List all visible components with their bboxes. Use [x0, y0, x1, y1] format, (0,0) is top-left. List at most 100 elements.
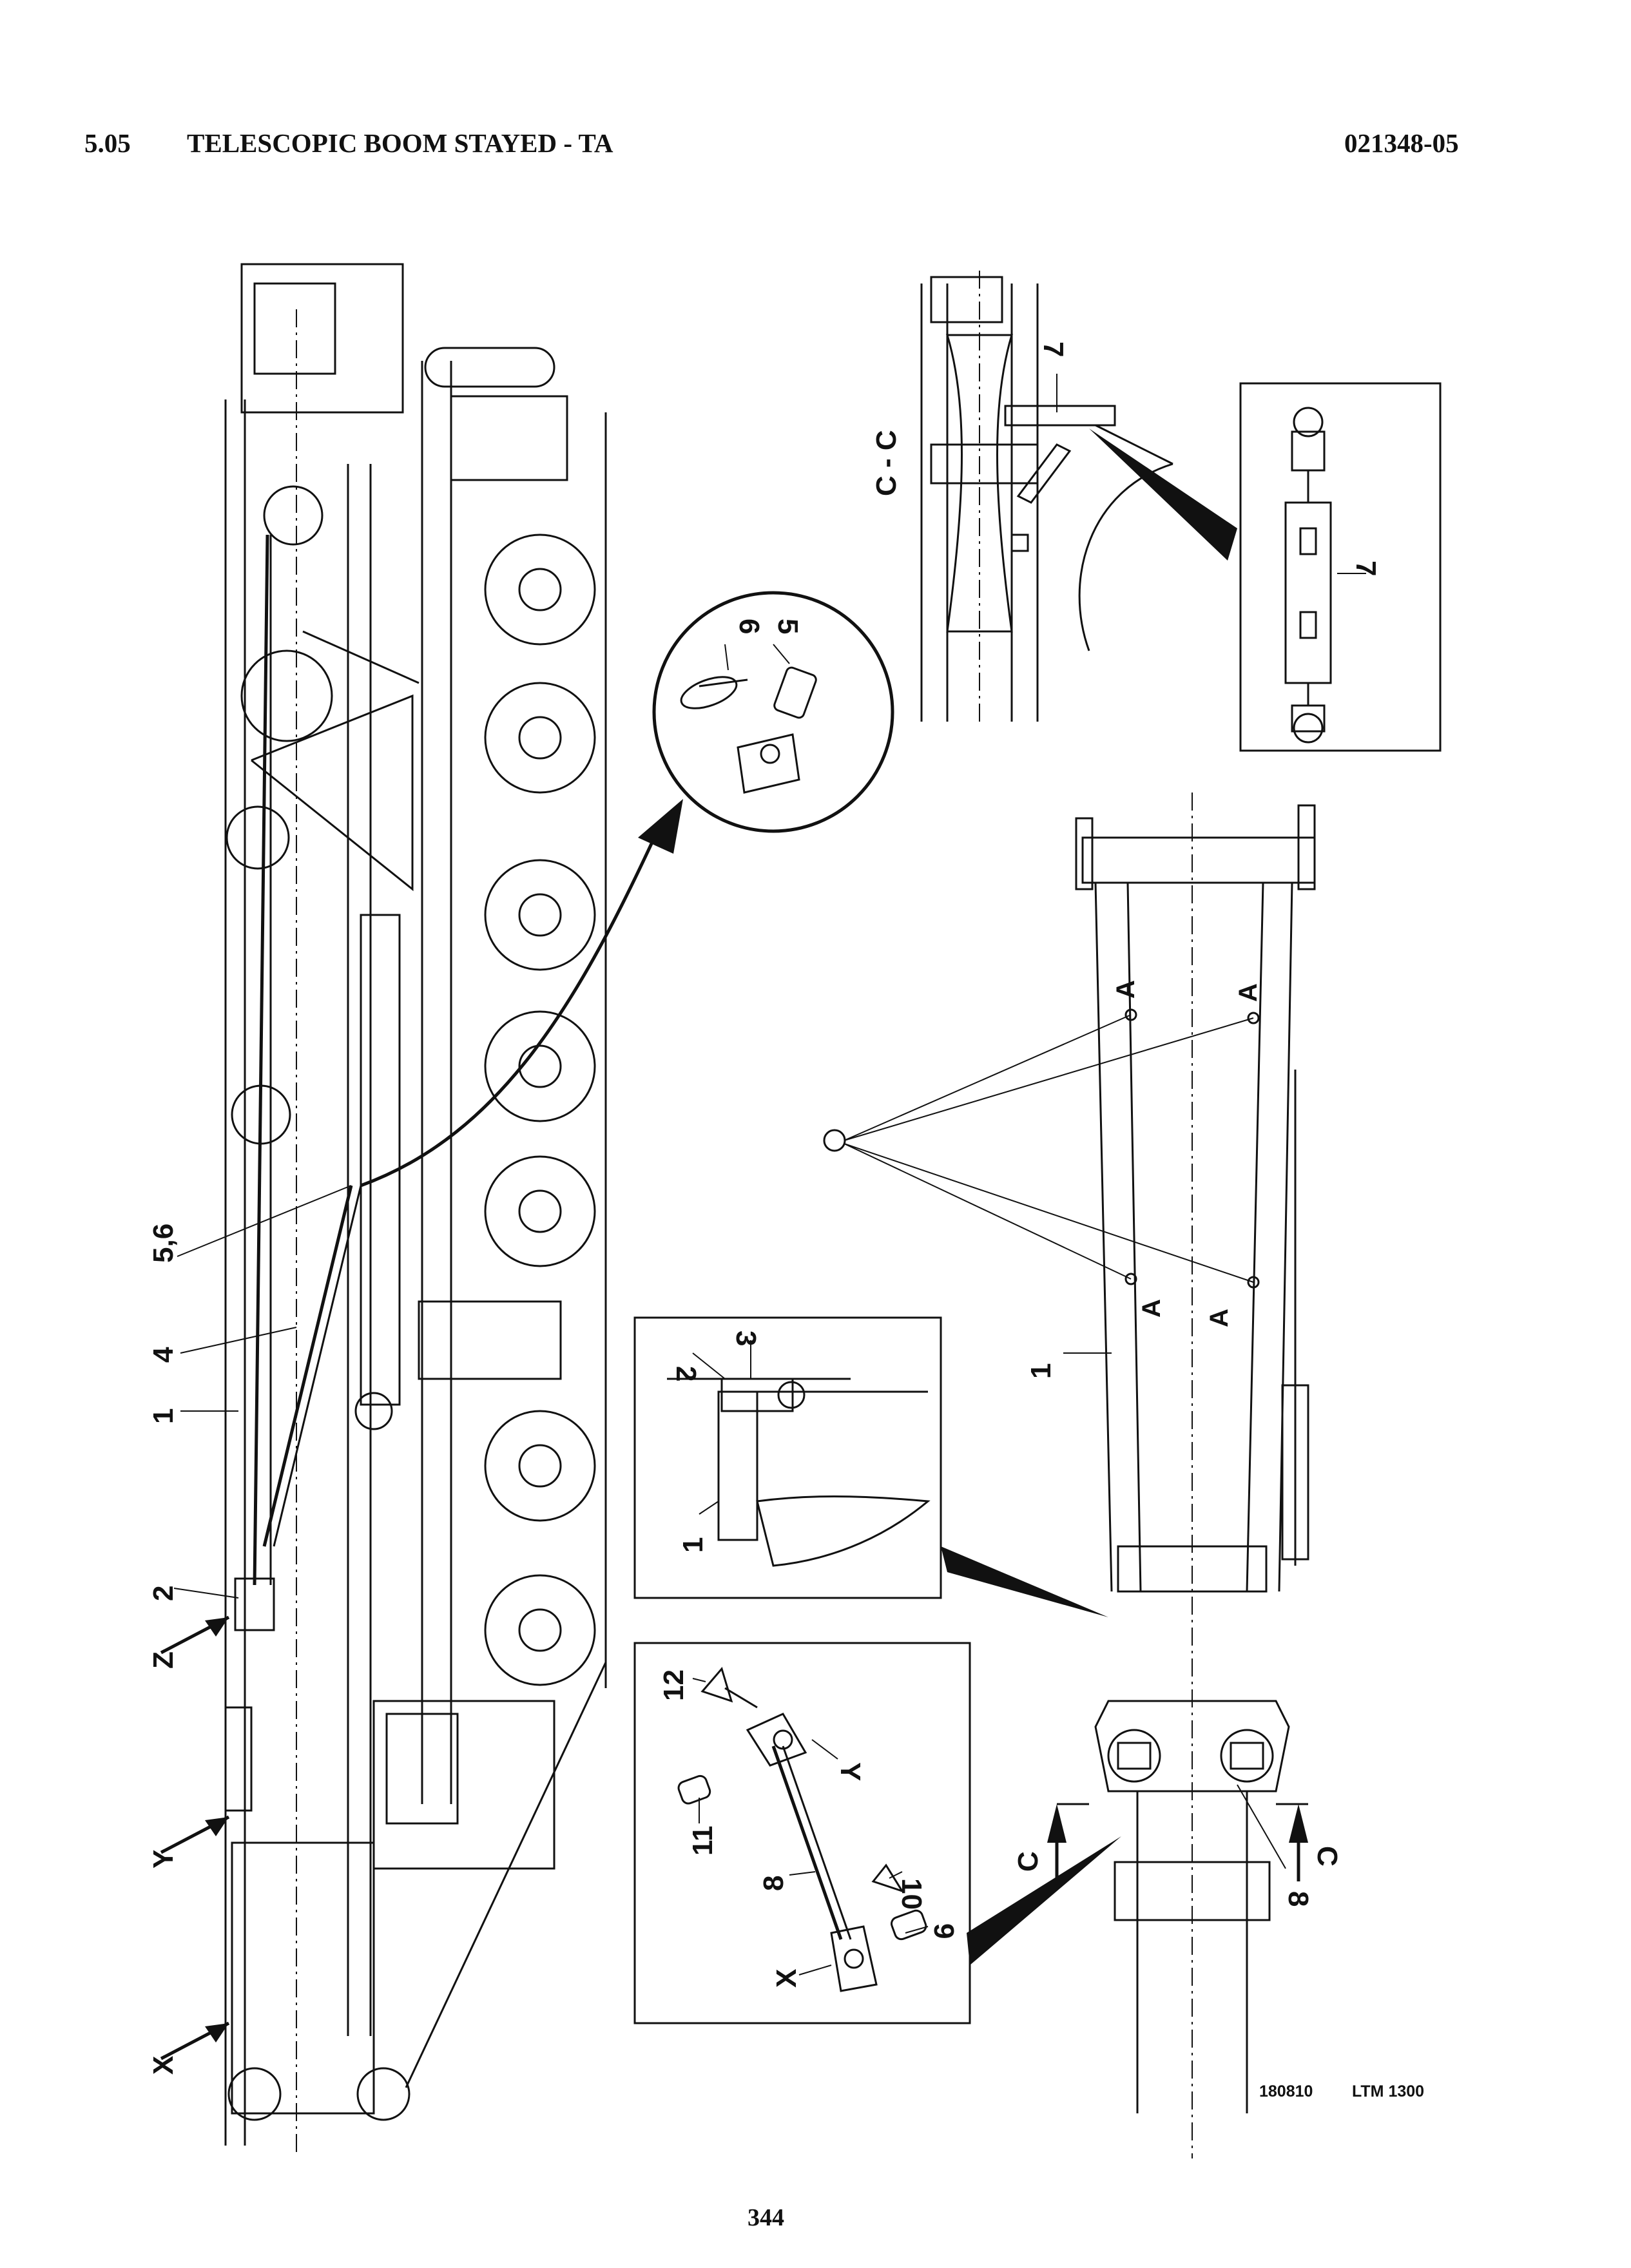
- callout-z: Z: [148, 1651, 179, 1669]
- leader-5: [773, 644, 790, 664]
- pin-5: [773, 666, 817, 719]
- leader-5-6: [177, 1185, 352, 1257]
- main-side-view: 5,6 4 1 2 Z Y X: [148, 263, 607, 2152]
- page-number: 344: [748, 2204, 784, 2231]
- cylinder-4: [262, 1185, 353, 1547]
- cc-small-block: [1010, 533, 1029, 552]
- leader-8: [789, 1871, 816, 1876]
- section-number: 5.05: [84, 128, 131, 158]
- cc-turnbuckle: [1004, 405, 1116, 427]
- sling-3: [844, 1143, 1132, 1280]
- callout-y-detail: Y: [835, 1762, 866, 1781]
- lift-point-a4: [1247, 1276, 1260, 1289]
- boom-foot-section: C C 8: [1012, 1700, 1343, 2113]
- foot-plate: [1114, 1861, 1271, 1921]
- clevis-x: [830, 1925, 878, 1992]
- callout-12: 12: [658, 1669, 690, 1701]
- boom-leg-left: [1094, 882, 1142, 1592]
- stay-rod-detail: 12 Y 11 8 10 9 X: [633, 1642, 1121, 2024]
- callout-a3: A: [1137, 1299, 1166, 1318]
- boom-head-bar: [1081, 836, 1316, 884]
- sling-4: [844, 1143, 1254, 1283]
- mount-detail: 2 3 1: [633, 1316, 942, 1599]
- callout-5: 5: [772, 619, 804, 634]
- callout-8-detail: 8: [758, 1876, 789, 1891]
- leader-1-mount: [699, 1501, 719, 1515]
- luffing-cylinder: [360, 914, 401, 1406]
- wheels: [484, 533, 596, 1686]
- lift-point-a2: [1247, 1012, 1260, 1024]
- stay-rod: [253, 534, 269, 1586]
- clevis-block: [737, 733, 800, 794]
- section-c-c: 7 C - C: [871, 271, 1237, 722]
- mount-z: [234, 1577, 275, 1631]
- side-cylinder: [1281, 1384, 1309, 1561]
- cotter-pin-6: [680, 676, 738, 709]
- foot-wheel-left: [1107, 1729, 1161, 1783]
- pulley-3: [231, 1084, 291, 1145]
- mount-box: [633, 1316, 942, 1599]
- clip-12: [700, 1666, 733, 1703]
- boom-head-right: [1297, 804, 1316, 890]
- spare-wheel: [424, 347, 555, 388]
- driver-cab-window: [385, 1713, 459, 1825]
- callout-a4: A: [1205, 1309, 1233, 1327]
- document-code: 021348-05: [1344, 128, 1459, 158]
- rod-8b: [782, 1745, 852, 1940]
- tb-slot-1: [1299, 527, 1317, 555]
- callout-c-left: C: [1012, 1851, 1044, 1872]
- sling-1: [844, 1014, 1132, 1141]
- callout-x-detail: X: [771, 1969, 802, 1988]
- pulley-1: [263, 485, 323, 546]
- crane-cab-window: [253, 282, 336, 375]
- boom-leg-right: [1246, 882, 1293, 1592]
- base-pin-right: [356, 2067, 410, 2121]
- callout-2-mount: 2: [670, 1366, 702, 1381]
- rod-8: [771, 1745, 843, 1940]
- foot-pointer: [967, 1836, 1121, 1965]
- leader-2-mount: [692, 1352, 726, 1379]
- pulley-4: [240, 649, 333, 742]
- truss-2: [302, 630, 420, 684]
- tb-top-eye: [1293, 407, 1324, 437]
- bracket-y: [224, 1706, 253, 1812]
- callout-1-top: 1: [1025, 1363, 1057, 1379]
- callout-1-mount: 1: [677, 1537, 709, 1553]
- stay-rod-box: [633, 1642, 971, 2024]
- drawing-reference-code: 180810: [1259, 2082, 1313, 2100]
- leader-8-foot: [1237, 1784, 1286, 1869]
- tb-slot-2: [1299, 611, 1317, 639]
- pulley-5: [354, 1392, 393, 1430]
- callout-5-6: 5,6: [148, 1224, 179, 1263]
- callout-2: 2: [148, 1586, 179, 1601]
- callout-a1: A: [1112, 980, 1140, 999]
- boom-top-view: A A A A 1: [823, 793, 1316, 2158]
- leader-y: [811, 1739, 838, 1760]
- callout-8-foot: 8: [1282, 1891, 1314, 1907]
- clevis-hole: [760, 744, 780, 764]
- cotter-pin-6-leg: [699, 678, 748, 687]
- tb-bottom-eye: [1293, 713, 1324, 744]
- turnbuckle-pointer: [1089, 428, 1237, 561]
- callout-1: 1: [148, 1408, 179, 1424]
- foot-block-right: [1230, 1742, 1264, 1770]
- driver-cab: [372, 1700, 555, 1870]
- mount-pointer: [941, 1546, 1108, 1617]
- pin-detail: 6 5: [652, 591, 894, 833]
- callout-10: 10: [896, 1878, 927, 1910]
- clip-10: [871, 1863, 905, 1893]
- foot-housing: [1094, 1700, 1290, 1792]
- cc-brace: [1016, 443, 1072, 504]
- sling-2: [844, 1017, 1254, 1141]
- boom-head-left: [1075, 817, 1094, 890]
- leader-x: [798, 1965, 832, 1975]
- mount-plate: [756, 1495, 931, 1567]
- callout-a2: A: [1234, 983, 1262, 1002]
- rope-to-base: [405, 1662, 607, 2088]
- clevis-y-hole: [773, 1729, 793, 1750]
- detail-pointer-head: [638, 799, 683, 854]
- section-arrow-right: [1289, 1804, 1308, 1843]
- crane-cab-top: [240, 263, 404, 414]
